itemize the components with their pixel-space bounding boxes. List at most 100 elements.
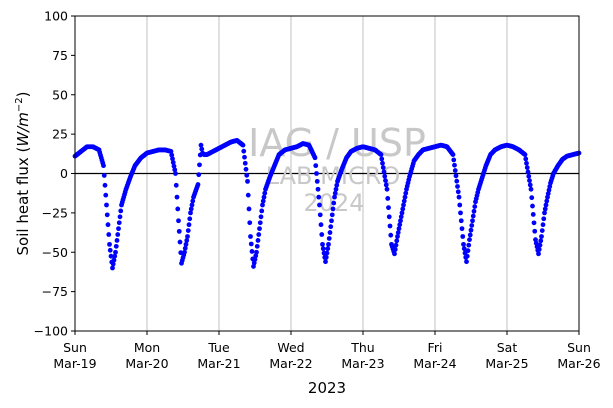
data-point: [175, 206, 181, 212]
data-point: [379, 156, 385, 162]
x-tick-label-day: Sun: [63, 340, 87, 355]
data-point: [325, 246, 331, 252]
data-point: [458, 210, 463, 216]
y-tick-label: −100: [34, 324, 68, 339]
x-tick-label-date: Mar-22: [269, 356, 312, 371]
data-point: [451, 157, 457, 163]
data-point: [326, 241, 331, 247]
x-tick-label-day: Wed: [277, 340, 304, 355]
data-point: [186, 222, 192, 228]
data-point: [185, 228, 191, 233]
data-point: [317, 202, 322, 208]
data-point: [104, 202, 109, 208]
data-point: [174, 194, 180, 200]
data-point: [527, 182, 533, 188]
data-point: [464, 259, 469, 265]
data-point: [247, 220, 253, 226]
data-point: [470, 213, 476, 219]
data-point: [248, 234, 253, 239]
data-point: [328, 224, 334, 230]
x-axis-ticks: SunMar-19MonMar-20TueMar-21WedMar-22ThuM…: [53, 331, 601, 371]
data-point: [112, 253, 118, 259]
x-tick-label-date: Mar-19: [53, 356, 96, 371]
data-point: [319, 232, 325, 237]
data-point: [105, 222, 111, 228]
data-point: [172, 167, 178, 173]
data-point: [255, 238, 261, 243]
x-tick-label-date: Mar-23: [341, 356, 384, 371]
data-point: [392, 251, 397, 257]
data-point: [527, 178, 532, 183]
data-point: [387, 223, 393, 229]
x-tick-label-day: Mon: [134, 340, 160, 355]
data-point: [324, 250, 330, 256]
data-point: [315, 186, 321, 192]
data-point: [107, 247, 113, 253]
data-point: [467, 237, 472, 243]
data-point: [313, 163, 319, 169]
data-point: [115, 232, 121, 237]
x-axis-title: 2023: [308, 379, 346, 397]
y-axis-title-prefix: Soil heat flux (: [14, 147, 32, 256]
data-point: [468, 227, 474, 233]
data-point: [471, 208, 477, 214]
data-point: [248, 241, 254, 247]
data-point: [196, 172, 202, 178]
data-point: [528, 186, 534, 192]
data-point: [182, 245, 188, 251]
x-tick-label-day: Sun: [567, 340, 591, 355]
data-point: [187, 216, 193, 222]
data-points: [72, 138, 582, 271]
data-point: [531, 220, 537, 226]
data-point: [455, 184, 460, 189]
data-point: [397, 222, 403, 228]
data-point: [173, 171, 178, 176]
data-point: [176, 218, 181, 224]
x-tick-label-day: Tue: [207, 340, 230, 355]
y-tick-label: −75: [42, 284, 68, 299]
data-point: [320, 241, 325, 247]
data-point: [262, 190, 268, 196]
y-tick-label: 25: [52, 127, 68, 142]
y-axis-title-exponent: −2: [14, 97, 25, 112]
data-point: [459, 226, 465, 232]
data-point: [380, 165, 386, 170]
x-tick-label-date: Mar-21: [197, 356, 240, 371]
data-point: [465, 248, 471, 254]
watermark-line-2: LAB MICRO: [266, 162, 401, 190]
data-point: [452, 168, 458, 173]
data-point: [523, 156, 529, 162]
watermark: IAG / USP LAB MICRO 2024: [248, 121, 426, 217]
data-point: [260, 202, 265, 208]
data-point: [455, 189, 461, 195]
data-point: [170, 160, 176, 165]
data-point: [258, 214, 264, 220]
data-point: [316, 194, 322, 200]
data-point: [257, 220, 263, 226]
data-point: [464, 253, 470, 259]
x-tick-label-date: Mar-26: [557, 356, 600, 371]
data-point: [241, 148, 247, 154]
data-point: [394, 238, 400, 244]
data-point: [117, 214, 123, 220]
data-point: [456, 194, 462, 200]
data-point: [240, 142, 246, 148]
data-point: [466, 242, 472, 248]
data-point: [173, 182, 179, 188]
data-point: [323, 254, 329, 260]
data-point: [257, 226, 262, 232]
data-point: [317, 212, 323, 218]
data-point: [537, 242, 543, 248]
data-point: [541, 216, 547, 222]
data-point: [332, 194, 337, 200]
data-point: [245, 178, 250, 184]
data-point: [472, 204, 478, 209]
data-point: [113, 243, 119, 249]
data-point: [261, 194, 267, 200]
data-point: [256, 232, 262, 237]
data-point: [539, 228, 545, 233]
data-point: [401, 198, 407, 204]
x-tick-label-day: Thu: [350, 340, 374, 355]
data-point: [461, 241, 466, 247]
